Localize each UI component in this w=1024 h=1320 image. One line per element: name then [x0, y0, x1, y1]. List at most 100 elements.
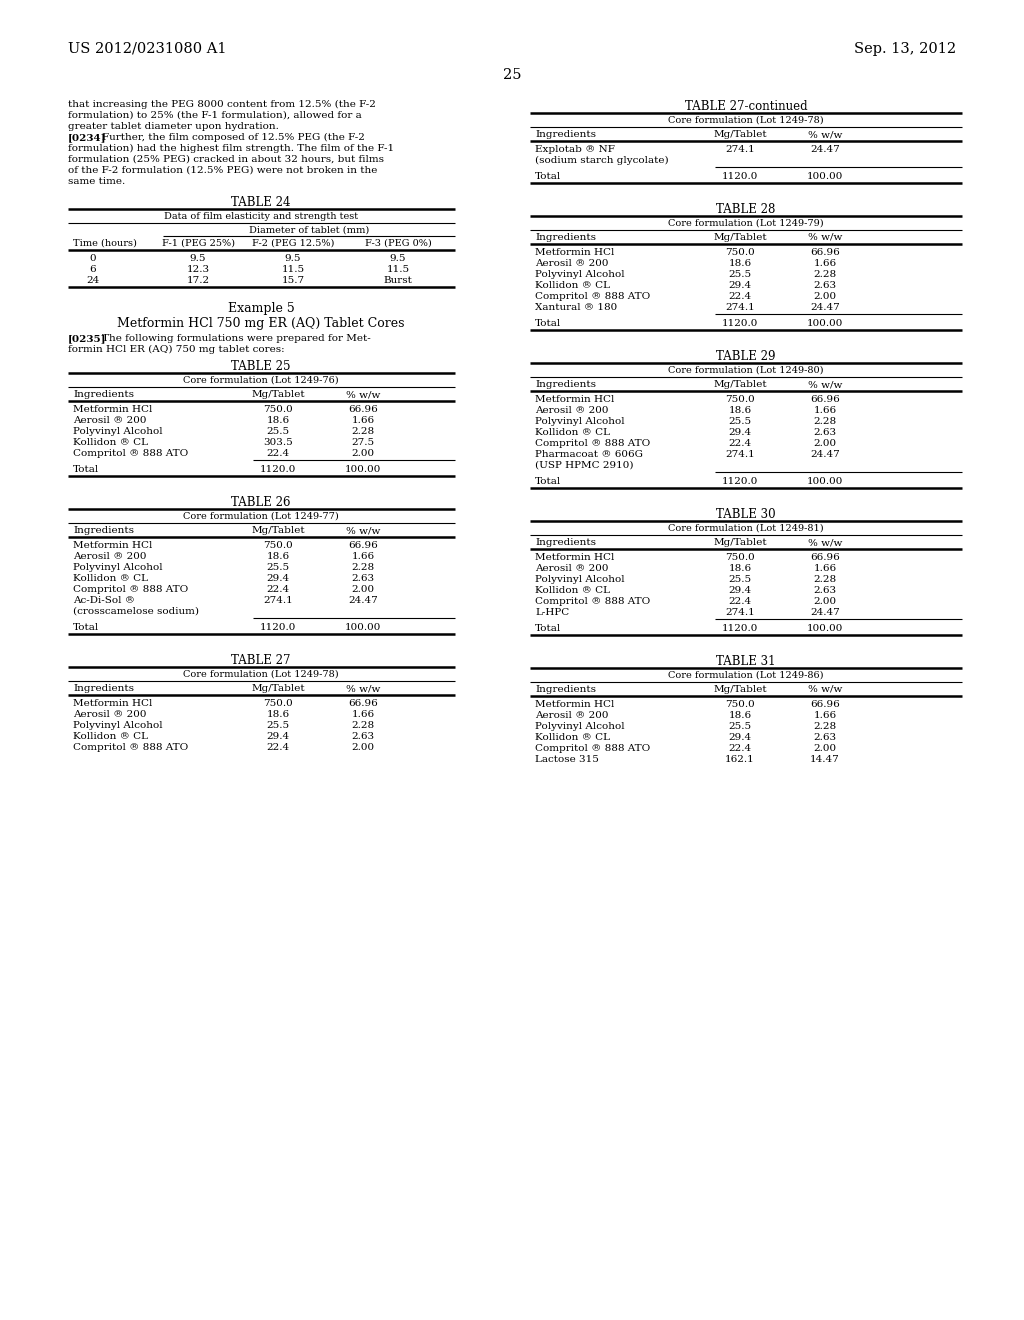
Text: Compritol ® 888 ATO: Compritol ® 888 ATO [535, 597, 650, 606]
Text: Xantural ® 180: Xantural ® 180 [535, 304, 617, 312]
Text: Ingredients: Ingredients [73, 525, 134, 535]
Text: % w/w: % w/w [346, 525, 380, 535]
Text: formulation) had the highest film strength. The film of the F-1: formulation) had the highest film streng… [68, 144, 394, 153]
Text: TABLE 31: TABLE 31 [716, 655, 776, 668]
Text: 750.0: 750.0 [263, 405, 293, 414]
Text: Total: Total [73, 623, 99, 632]
Text: 2.63: 2.63 [813, 281, 837, 290]
Text: (crosscamelose sodium): (crosscamelose sodium) [73, 607, 199, 616]
Text: Mg/Tablet: Mg/Tablet [251, 389, 305, 399]
Text: 274.1: 274.1 [725, 145, 755, 154]
Text: 29.4: 29.4 [728, 586, 752, 595]
Text: Kollidon ® CL: Kollidon ® CL [73, 574, 148, 583]
Text: Core formulation (Lot 1249-78): Core formulation (Lot 1249-78) [669, 116, 824, 125]
Text: 66.96: 66.96 [810, 248, 840, 257]
Text: TABLE 29: TABLE 29 [716, 350, 776, 363]
Text: Aerosil ® 200: Aerosil ® 200 [535, 259, 608, 268]
Text: 0: 0 [90, 253, 96, 263]
Text: Core formulation (Lot 1249-77): Core formulation (Lot 1249-77) [183, 512, 339, 521]
Text: 29.4: 29.4 [266, 574, 290, 583]
Text: F-2 (PEG 12.5%): F-2 (PEG 12.5%) [252, 239, 334, 248]
Text: Aerosil ® 200: Aerosil ® 200 [535, 711, 608, 719]
Text: Ac-Di-Sol ®: Ac-Di-Sol ® [73, 597, 135, 605]
Text: 17.2: 17.2 [186, 276, 210, 285]
Text: Metformin HCl: Metformin HCl [535, 553, 614, 562]
Text: 750.0: 750.0 [263, 700, 293, 708]
Text: Diameter of tablet (mm): Diameter of tablet (mm) [249, 226, 369, 235]
Text: 9.5: 9.5 [390, 253, 407, 263]
Text: 9.5: 9.5 [189, 253, 206, 263]
Text: 1.66: 1.66 [813, 259, 837, 268]
Text: 25.5: 25.5 [266, 426, 290, 436]
Text: US 2012/0231080 A1: US 2012/0231080 A1 [68, 42, 226, 55]
Text: of the F-2 formulation (12.5% PEG) were not broken in the: of the F-2 formulation (12.5% PEG) were … [68, 166, 378, 176]
Text: % w/w: % w/w [808, 129, 842, 139]
Text: 1120.0: 1120.0 [722, 172, 758, 181]
Text: Ingredients: Ingredients [535, 539, 596, 546]
Text: TABLE 26: TABLE 26 [231, 496, 291, 510]
Text: 2.28: 2.28 [813, 271, 837, 279]
Text: Sep. 13, 2012: Sep. 13, 2012 [854, 42, 956, 55]
Text: 750.0: 750.0 [725, 395, 755, 404]
Text: Polyvinyl Alcohol: Polyvinyl Alcohol [73, 426, 163, 436]
Text: Kollidon ® CL: Kollidon ® CL [73, 438, 148, 447]
Text: Polyvinyl Alcohol: Polyvinyl Alcohol [535, 271, 625, 279]
Text: 1.66: 1.66 [351, 416, 375, 425]
Text: 22.4: 22.4 [728, 597, 752, 606]
Text: % w/w: % w/w [808, 380, 842, 389]
Text: 1.66: 1.66 [813, 407, 837, 414]
Text: 18.6: 18.6 [728, 407, 752, 414]
Text: 2.28: 2.28 [351, 426, 375, 436]
Text: 66.96: 66.96 [810, 395, 840, 404]
Text: Metformin HCl: Metformin HCl [535, 248, 614, 257]
Text: 29.4: 29.4 [728, 281, 752, 290]
Text: 1120.0: 1120.0 [260, 623, 296, 632]
Text: Aerosil ® 200: Aerosil ® 200 [535, 564, 608, 573]
Text: 11.5: 11.5 [282, 265, 304, 275]
Text: Compritol ® 888 ATO: Compritol ® 888 ATO [535, 744, 650, 752]
Text: Mg/Tablet: Mg/Tablet [251, 684, 305, 693]
Text: 750.0: 750.0 [263, 541, 293, 550]
Text: Kollidon ® CL: Kollidon ® CL [535, 733, 610, 742]
Text: 22.4: 22.4 [728, 744, 752, 752]
Text: 25: 25 [503, 69, 521, 82]
Text: 2.00: 2.00 [813, 440, 837, 447]
Text: 274.1: 274.1 [725, 450, 755, 459]
Text: TABLE 25: TABLE 25 [231, 360, 291, 374]
Text: 29.4: 29.4 [728, 733, 752, 742]
Text: 25.5: 25.5 [728, 576, 752, 583]
Text: [0234]: [0234] [68, 133, 106, 143]
Text: 1.66: 1.66 [351, 552, 375, 561]
Text: 750.0: 750.0 [725, 553, 755, 562]
Text: 2.00: 2.00 [351, 743, 375, 752]
Text: 2.28: 2.28 [351, 721, 375, 730]
Text: Core formulation (Lot 1249-78): Core formulation (Lot 1249-78) [183, 671, 339, 678]
Text: 25.5: 25.5 [728, 417, 752, 426]
Text: Kollidon ® CL: Kollidon ® CL [535, 281, 610, 290]
Text: 1.66: 1.66 [813, 711, 837, 719]
Text: (sodium starch glycolate): (sodium starch glycolate) [535, 156, 669, 165]
Text: 2.63: 2.63 [813, 428, 837, 437]
Text: Data of film elasticity and strength test: Data of film elasticity and strength tes… [164, 213, 358, 220]
Text: 27.5: 27.5 [351, 438, 375, 447]
Text: Compritol ® 888 ATO: Compritol ® 888 ATO [73, 585, 188, 594]
Text: Aerosil ® 200: Aerosil ® 200 [73, 416, 146, 425]
Text: Ingredients: Ingredients [535, 685, 596, 694]
Text: 14.47: 14.47 [810, 755, 840, 764]
Text: Mg/Tablet: Mg/Tablet [713, 234, 767, 242]
Text: Ingredients: Ingredients [535, 234, 596, 242]
Text: 2.00: 2.00 [351, 585, 375, 594]
Text: formulation (25% PEG) cracked in about 32 hours, but films: formulation (25% PEG) cracked in about 3… [68, 154, 384, 164]
Text: Further, the film composed of 12.5% PEG (the F-2: Further, the film composed of 12.5% PEG … [102, 133, 365, 143]
Text: 24.47: 24.47 [810, 450, 840, 459]
Text: Kollidon ® CL: Kollidon ® CL [535, 586, 610, 595]
Text: TABLE 27-continued: TABLE 27-continued [685, 100, 807, 114]
Text: % w/w: % w/w [346, 389, 380, 399]
Text: 303.5: 303.5 [263, 438, 293, 447]
Text: Metformin HCl: Metformin HCl [73, 541, 153, 550]
Text: Polyvinyl Alcohol: Polyvinyl Alcohol [73, 564, 163, 572]
Text: 22.4: 22.4 [728, 440, 752, 447]
Text: Pharmacoat ® 606G: Pharmacoat ® 606G [535, 450, 643, 459]
Text: Kollidon ® CL: Kollidon ® CL [73, 733, 148, 741]
Text: 100.00: 100.00 [345, 465, 381, 474]
